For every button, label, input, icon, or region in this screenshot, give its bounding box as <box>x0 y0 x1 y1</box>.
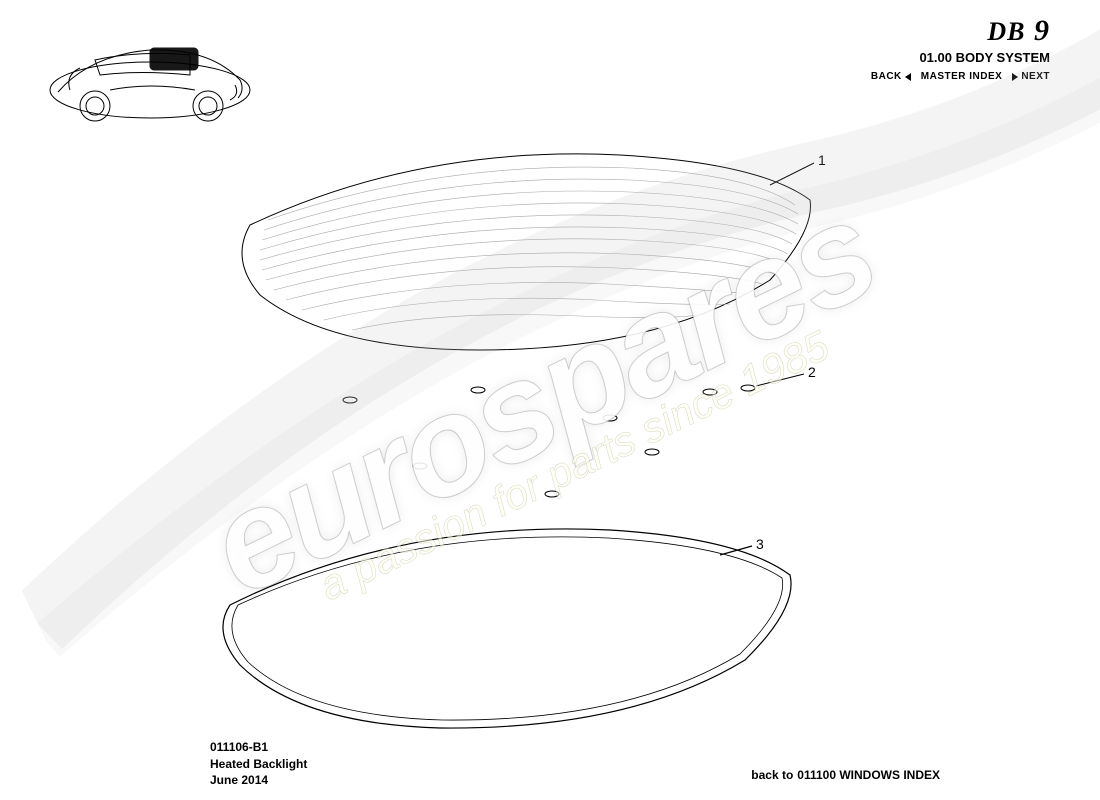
callout-2[interactable]: 2 <box>808 364 816 380</box>
footer-info: 011106-B1 Heated Backlight June 2014 <box>210 739 307 788</box>
parts-diagram <box>0 0 1100 800</box>
callout-3[interactable]: 3 <box>756 536 764 552</box>
footer-back-link[interactable]: 011100 WINDOWS INDEX <box>797 768 940 782</box>
footer-back-prefix: back to <box>751 768 793 782</box>
callout-1[interactable]: 1 <box>818 152 826 168</box>
